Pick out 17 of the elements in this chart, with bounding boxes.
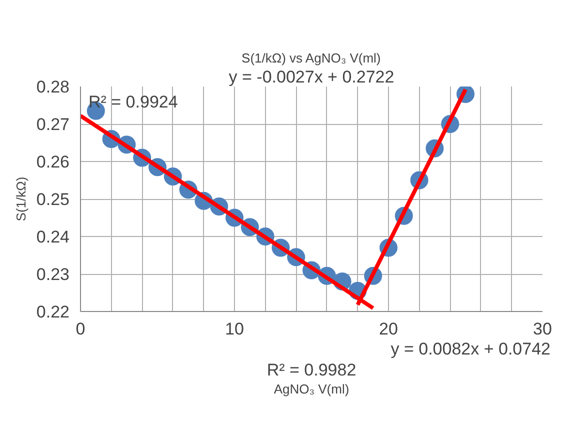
x-tick-label: 10 [225, 320, 244, 338]
x-tick-label: 0 [76, 320, 86, 338]
y-tick-label: 0.23 [36, 265, 70, 284]
text: y = -0.0027x + 0.2722 [228, 68, 394, 86]
text: y = 0.0082x + 0.0742 [390, 340, 551, 358]
chart-title: S(1/kΩ) vs AgNO₃ V(ml) [242, 50, 381, 66]
y-tick-label: 0.24 [36, 228, 70, 246]
text: R² = 0.9982 [266, 360, 356, 380]
y-tick-label: 0.25 [36, 190, 70, 209]
x-tick-label: 20 [379, 320, 398, 338]
x-axis-title: AgNO₃ V(ml) [274, 382, 350, 396]
y-tick-label: 0.26 [36, 152, 70, 172]
y-axis-title: S(1/kΩ) [13, 176, 28, 222]
y-tick-label: 0.22 [36, 302, 70, 322]
y-tick-label: 0.27 [36, 115, 70, 134]
y-tick-label: 0.28 [36, 78, 70, 96]
x-tick-label: 30 [533, 320, 552, 338]
